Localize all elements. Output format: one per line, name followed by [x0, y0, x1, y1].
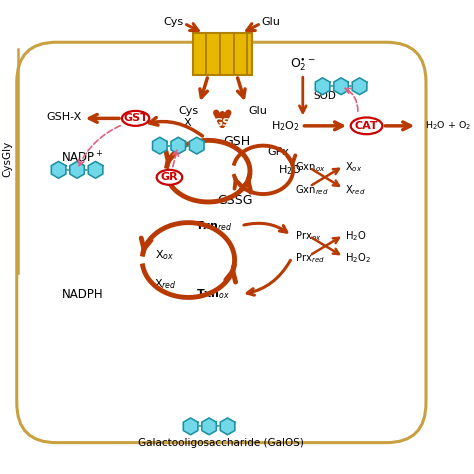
FancyBboxPatch shape [193, 34, 252, 75]
Text: GR: GR [161, 173, 178, 182]
Polygon shape [202, 418, 216, 435]
Text: Cys: Cys [178, 106, 199, 116]
Polygon shape [70, 162, 84, 178]
Text: H$_2$O: H$_2$O [278, 163, 301, 177]
Text: Txn$_{red}$: Txn$_{red}$ [195, 219, 232, 233]
Text: H$_2$O$_2$: H$_2$O$_2$ [271, 119, 300, 133]
Ellipse shape [122, 111, 149, 126]
Text: Gxn$_{ox}$: Gxn$_{ox}$ [295, 160, 326, 173]
Polygon shape [183, 418, 198, 435]
Text: CAT: CAT [355, 121, 378, 131]
Text: X$_{ox}$: X$_{ox}$ [346, 160, 363, 173]
Text: Prx$_{ox}$: Prx$_{ox}$ [295, 229, 322, 243]
Text: H$_2$O$_2$: H$_2$O$_2$ [346, 251, 372, 265]
Text: X$_{red}$: X$_{red}$ [346, 183, 366, 197]
Polygon shape [51, 162, 66, 178]
Polygon shape [88, 162, 103, 178]
Text: Glu: Glu [262, 17, 281, 27]
Ellipse shape [157, 170, 182, 185]
Text: X$_{ox}$: X$_{ox}$ [155, 248, 174, 262]
Text: GSH-X: GSH-X [46, 112, 82, 122]
Polygon shape [334, 78, 348, 95]
Polygon shape [315, 78, 330, 95]
Text: X$_{red}$: X$_{red}$ [154, 277, 176, 291]
Text: H$_2$O + O$_2$: H$_2$O + O$_2$ [425, 119, 471, 132]
Polygon shape [220, 418, 235, 435]
Polygon shape [352, 78, 367, 95]
Text: GSH: GSH [223, 135, 250, 148]
Text: NADP$^+$: NADP$^+$ [62, 150, 104, 165]
Text: Gxn$_{red}$: Gxn$_{red}$ [295, 183, 329, 197]
Text: Prx$_{red}$: Prx$_{red}$ [295, 251, 325, 265]
Ellipse shape [351, 118, 383, 134]
Text: NADPH: NADPH [62, 288, 104, 301]
Polygon shape [153, 137, 167, 154]
Text: GSSG: GSSG [218, 194, 253, 207]
Polygon shape [190, 137, 204, 154]
Text: Txn$_{ox}$: Txn$_{ox}$ [196, 287, 230, 301]
Text: GST: GST [123, 113, 148, 123]
Text: Glu: Glu [248, 106, 267, 116]
Text: SOD: SOD [313, 91, 336, 101]
Text: GS: GS [214, 118, 231, 128]
Text: H$_2$O: H$_2$O [346, 229, 367, 243]
Text: CysGly: CysGly [2, 141, 12, 177]
Text: Cys: Cys [163, 17, 183, 27]
Text: X: X [183, 118, 191, 128]
Text: O$_2^{\bullet-}$: O$_2^{\bullet-}$ [290, 56, 316, 73]
Text: GPx: GPx [268, 147, 290, 157]
Text: Galactooligosaccharide (GalOS): Galactooligosaccharide (GalOS) [138, 438, 304, 447]
Polygon shape [171, 137, 185, 154]
